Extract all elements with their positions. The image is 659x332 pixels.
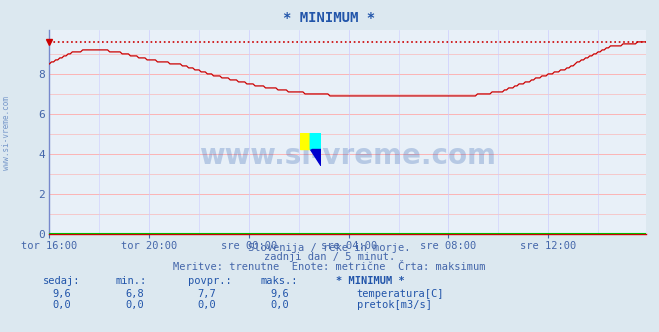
Text: sedaj:: sedaj: [43,276,80,286]
Text: 6,8: 6,8 [125,289,144,299]
Text: www.si-vreme.com: www.si-vreme.com [2,96,11,170]
Text: * MINIMUM *: * MINIMUM * [283,11,376,25]
Text: zadnji dan / 5 minut.: zadnji dan / 5 minut. [264,252,395,262]
Text: 0,0: 0,0 [270,300,289,310]
Polygon shape [310,133,321,149]
Text: 0,0: 0,0 [198,300,216,310]
Text: maks.:: maks.: [260,276,298,286]
Text: 9,6: 9,6 [53,289,71,299]
Text: 7,7: 7,7 [198,289,216,299]
Text: Meritve: trenutne  Enote: metrične  Črta: maksimum: Meritve: trenutne Enote: metrične Črta: … [173,262,486,272]
Text: povpr.:: povpr.: [188,276,231,286]
Text: pretok[m3/s]: pretok[m3/s] [357,300,432,310]
Polygon shape [310,149,321,166]
Polygon shape [310,133,321,149]
Text: 0,0: 0,0 [125,300,144,310]
Text: www.si-vreme.com: www.si-vreme.com [199,142,496,170]
Text: temperatura[C]: temperatura[C] [357,289,444,299]
Polygon shape [300,133,310,149]
Text: Slovenija / reke in morje.: Slovenija / reke in morje. [248,243,411,253]
Text: 0,0: 0,0 [53,300,71,310]
Text: 9,6: 9,6 [270,289,289,299]
Text: min.:: min.: [115,276,146,286]
Text: * MINIMUM *: * MINIMUM * [336,276,405,286]
